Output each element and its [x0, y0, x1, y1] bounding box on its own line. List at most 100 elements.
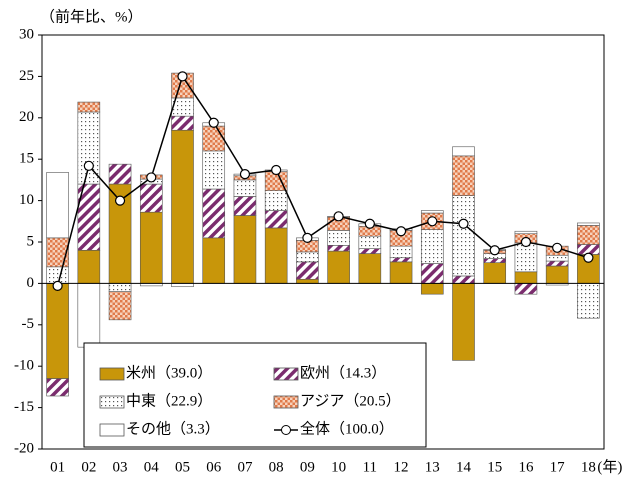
bar-segment: [358, 253, 382, 284]
x-unit: (年): [597, 458, 622, 475]
bar-segment: [327, 230, 350, 246]
bar-segment: [77, 111, 101, 185]
legend-box: [83, 342, 427, 448]
bar-segment: [264, 190, 288, 211]
bar-segment: [139, 211, 163, 284]
bar-segment: [452, 195, 475, 277]
x-tick-label: 15: [487, 459, 502, 475]
bar-segment: [264, 227, 288, 284]
y-tick-label: 10: [19, 192, 34, 208]
x-tick-label: 10: [331, 459, 346, 475]
x-tick-label: 12: [394, 459, 409, 475]
x-tick-label: 03: [113, 459, 128, 475]
bar-segment: [389, 245, 413, 259]
bar-segment: [296, 278, 319, 284]
total-point: [520, 236, 532, 248]
bar-segment: [420, 283, 444, 295]
bar-segment: [327, 250, 350, 284]
bar-segment: [46, 378, 69, 397]
bar-segment: [514, 242, 538, 273]
bar-segment: [264, 210, 288, 229]
bar-segment: [296, 251, 319, 263]
bar-segment: [171, 129, 194, 284]
bar-segment: [420, 210, 444, 214]
bar-segment: [514, 230, 538, 235]
bar-segment: [358, 235, 382, 249]
bar-segment: [358, 248, 382, 254]
x-tick-label: 04: [144, 459, 160, 475]
legend-swatch: [281, 425, 291, 435]
x-tick-label: 17: [550, 459, 566, 475]
total-point: [239, 169, 251, 180]
total-point: [489, 245, 500, 256]
bar-segment: [108, 291, 132, 321]
x-tick-label: 11: [363, 459, 377, 475]
bar-segment: [514, 283, 538, 295]
bar-segment: [577, 225, 600, 245]
bar-segment: [389, 257, 413, 263]
bar-segment: [77, 249, 101, 284]
bar-segment: [483, 262, 507, 284]
total-point: [427, 216, 438, 227]
bar-segment: [46, 283, 69, 379]
total-point: [208, 117, 219, 128]
bar-segment: [452, 283, 475, 361]
legend-label: 全体（100.0）: [300, 419, 394, 437]
bar-segment: [171, 115, 194, 131]
total-point: [83, 160, 94, 171]
bar-segment: [108, 163, 132, 185]
total-line: [56, 74, 589, 287]
bar-segment: [420, 263, 444, 284]
total-point: [395, 226, 407, 237]
total-point: [333, 211, 344, 222]
legend-label: 米州（39.0）: [126, 364, 212, 381]
legend-swatch: [99, 423, 125, 437]
x-tick-label: 08: [269, 459, 284, 475]
bar-segment: [202, 125, 226, 152]
legend-swatch: [273, 367, 299, 381]
legend-label: 中東（22.9）: [126, 392, 212, 409]
bar-segment: [545, 265, 569, 284]
bar-segment: [77, 283, 101, 348]
y-tick-label: -10: [14, 358, 34, 374]
total-point: [552, 242, 563, 253]
bar-segment: [233, 179, 257, 197]
bar-segment: [139, 183, 163, 213]
y-axis-label: （前年比、%）: [40, 8, 143, 25]
x-tick-label: 07: [237, 459, 253, 475]
bar-segment: [202, 237, 226, 284]
bar-segment: [452, 146, 475, 157]
total-point: [364, 218, 375, 229]
bar-segment: [545, 260, 569, 267]
bar-segment: [46, 237, 69, 268]
x-tick-label: 02: [81, 459, 96, 475]
bar-segment: [233, 215, 257, 284]
total-point: [458, 218, 469, 229]
y-tick-label: 25: [19, 68, 34, 84]
y-tick-label: 5: [27, 233, 35, 249]
x-tick-label: 14: [456, 459, 472, 475]
bar-segment: [420, 229, 444, 264]
total-point: [114, 195, 126, 206]
y-tick-label: 30: [19, 26, 34, 42]
y-tick-label: 15: [19, 151, 34, 167]
y-tick-label: 20: [19, 109, 34, 125]
legend-swatch: [99, 367, 125, 381]
bar-segment: [514, 271, 538, 284]
bar-segment: [108, 283, 132, 292]
legend-label: その他（3.3）: [126, 420, 220, 437]
bar-segment: [77, 101, 101, 113]
legend-swatch: [99, 395, 125, 409]
x-tick-label: 09: [300, 459, 315, 475]
legend-swatch: [273, 395, 299, 409]
bar-segment: [577, 222, 600, 226]
bar-segment: [545, 254, 569, 262]
x-tick-label: 01: [50, 459, 65, 475]
bar-segment: [202, 150, 226, 190]
x-tick-label: 05: [175, 459, 190, 475]
total-point: [177, 71, 188, 82]
total-point: [146, 172, 157, 183]
bar-segment: [327, 245, 350, 252]
x-tick-label: 13: [425, 459, 440, 475]
bar-segment: [202, 188, 226, 239]
